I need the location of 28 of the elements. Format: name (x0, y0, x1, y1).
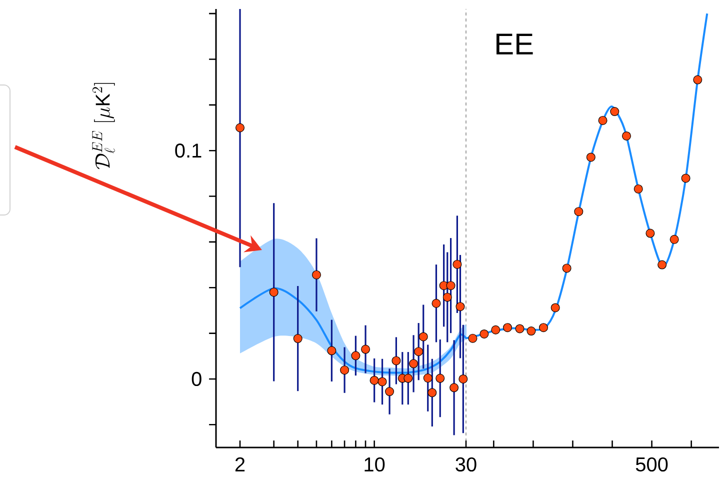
point (503, 323, 512, 332)
point (610, 107, 620, 116)
point (562, 264, 572, 273)
annotation: EE (496, 34, 533, 54)
point (574, 207, 584, 216)
y-axis-title: $\mathcal{D}_\ell^{EE}\;[\mu\mathrm{K}^2]$ (92, 82, 115, 170)
point (670, 234, 679, 244)
y-tick-label: 0.1 (175, 144, 202, 158)
x-tick-label: 10 (364, 457, 385, 472)
point (693, 75, 702, 84)
x-tick-label: 2 (235, 457, 245, 472)
point (526, 326, 536, 336)
point (468, 334, 478, 343)
point (622, 131, 631, 140)
point (515, 324, 524, 334)
point (491, 325, 500, 334)
point (658, 260, 667, 270)
y-tick-label: 0 (192, 372, 202, 386)
point (586, 152, 596, 162)
point (646, 228, 655, 238)
x-tick-label: 30 (456, 457, 476, 472)
point (480, 329, 489, 338)
point (634, 184, 643, 194)
point (598, 116, 608, 125)
x-tick-label: 500 (636, 457, 668, 472)
point (538, 323, 548, 332)
point (681, 174, 690, 183)
point (550, 303, 560, 312)
